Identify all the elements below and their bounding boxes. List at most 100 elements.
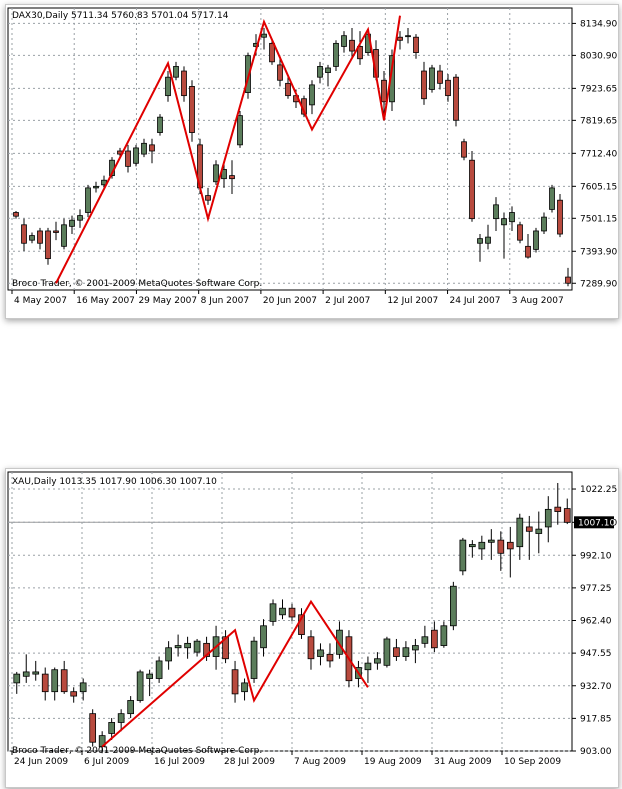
candle-body	[317, 649, 324, 657]
candle-body	[269, 603, 277, 622]
x-tick-label: 28 Jul 2009	[224, 757, 275, 767]
current-price-label: 1007.10	[578, 518, 615, 528]
candle-body	[333, 42, 339, 67]
y-tick-label: 977.25	[580, 584, 612, 594]
candle-body	[477, 238, 483, 244]
candle-body	[341, 35, 347, 47]
candle-body	[516, 517, 524, 548]
candle-body	[146, 673, 153, 679]
candle-body	[307, 636, 315, 660]
candle-body	[108, 722, 116, 734]
candle-body	[37, 230, 43, 244]
candle-body	[421, 636, 429, 644]
candle-body	[440, 625, 448, 646]
candle-body	[285, 82, 291, 97]
candle-body	[193, 640, 201, 653]
candle-body	[445, 79, 451, 97]
candle-body	[533, 230, 539, 250]
candle-body	[525, 526, 533, 532]
candle-body	[155, 660, 163, 679]
candle-body	[517, 224, 523, 241]
x-tick-label: 6 Jul 2009	[84, 757, 129, 767]
x-tick-label: 19 Aug 2009	[364, 757, 422, 767]
candle-body	[405, 35, 411, 38]
candle-body	[497, 539, 505, 554]
candle-body	[127, 700, 134, 715]
y-tick-label: 7501.15	[580, 214, 617, 224]
candle-body	[213, 164, 219, 183]
candle-body	[493, 204, 499, 220]
xau-chart[interactable]: XAU,Daily 1013.35 1017.90 1006.30 1007.1…	[6, 469, 618, 787]
x-tick-label: 24 Jul 2007	[450, 296, 501, 306]
y-tick-label: 917.85	[580, 714, 612, 724]
x-tick-label: 24 Jun 2009	[14, 757, 68, 767]
x-tick-label: 20 Jun 2007	[263, 296, 317, 306]
y-tick-label: 7819.65	[580, 116, 617, 126]
candle-body	[326, 653, 334, 662]
candle-body	[117, 713, 125, 723]
candle-body	[431, 629, 438, 649]
candle-body	[468, 544, 476, 548]
candle-body	[317, 66, 323, 78]
candle-body	[357, 46, 363, 60]
candle-body	[260, 625, 267, 649]
candle-body	[269, 42, 275, 63]
plot-frame	[7, 471, 573, 752]
candle-body	[13, 673, 21, 684]
candle-body	[525, 245, 531, 258]
candle-body	[60, 669, 68, 693]
candle-body	[165, 647, 172, 662]
candle-body	[61, 224, 67, 247]
candle-body	[189, 86, 195, 133]
x-tick-label: 4 May 2007	[14, 296, 67, 306]
x-tick-label: 16 May 2007	[76, 296, 135, 306]
candle-body	[429, 67, 435, 90]
x-tick-label: 2 Jul 2007	[325, 296, 370, 306]
candle-body	[279, 607, 286, 616]
candle-body	[173, 66, 179, 78]
y-tick-label: 7712.40	[580, 149, 617, 159]
candle-body	[174, 645, 182, 649]
candle-body	[205, 195, 211, 201]
candle-body	[509, 212, 515, 223]
dax30-chart[interactable]: DAX30,Daily 5711.34 5760.83 5701.04 5717…	[6, 5, 618, 318]
candle-body	[21, 224, 27, 244]
candle-body	[22, 671, 30, 677]
candle-body	[51, 669, 59, 693]
candle-body	[557, 199, 563, 235]
dax30-chart-panel[interactable]: DAX30,Daily 5711.34 5760.83 5701.04 5717…	[5, 4, 619, 319]
candle-body	[261, 33, 267, 38]
zigzag-line	[101, 599, 369, 748]
candle-body	[85, 187, 91, 213]
candle-body	[421, 70, 427, 100]
chart-header: XAU,Daily 1013.35 1017.90 1006.30 1007.1…	[12, 477, 217, 487]
x-tick-label: 16 Jul 2009	[154, 757, 205, 767]
y-tick-label: 1022.25	[580, 485, 617, 495]
candle-body	[501, 218, 507, 226]
x-tick-label: 10 Sep 2009	[504, 757, 561, 767]
candle-body	[222, 636, 229, 660]
candle-body	[79, 682, 87, 693]
candle-body	[165, 76, 171, 97]
candle-body	[241, 682, 248, 693]
zigzag-line	[55, 15, 401, 284]
candle-body	[412, 645, 419, 651]
candle-body	[77, 215, 83, 221]
x-tick-label: 29 May 2007	[138, 296, 197, 306]
candle-body	[93, 185, 99, 189]
candle-body	[136, 671, 144, 701]
y-tick-label: 7393.90	[580, 247, 617, 257]
candle-body	[563, 508, 571, 523]
candle-body	[277, 64, 283, 81]
candle-body	[32, 671, 40, 675]
xau-chart-panel[interactable]: XAU,Daily 1013.35 1017.90 1006.30 1007.1…	[5, 468, 619, 788]
y-tick-label: 992.10	[580, 551, 612, 561]
candle-body	[245, 55, 251, 93]
y-tick-label: 947.55	[580, 649, 612, 659]
candle-body	[549, 187, 555, 210]
candle-body	[383, 638, 391, 666]
x-tick-label: 3 Aug 2007	[512, 296, 564, 306]
y-tick-label: 8134.90	[580, 19, 617, 29]
y-tick-label: 7289.90	[580, 279, 617, 289]
candle-body	[125, 150, 131, 167]
